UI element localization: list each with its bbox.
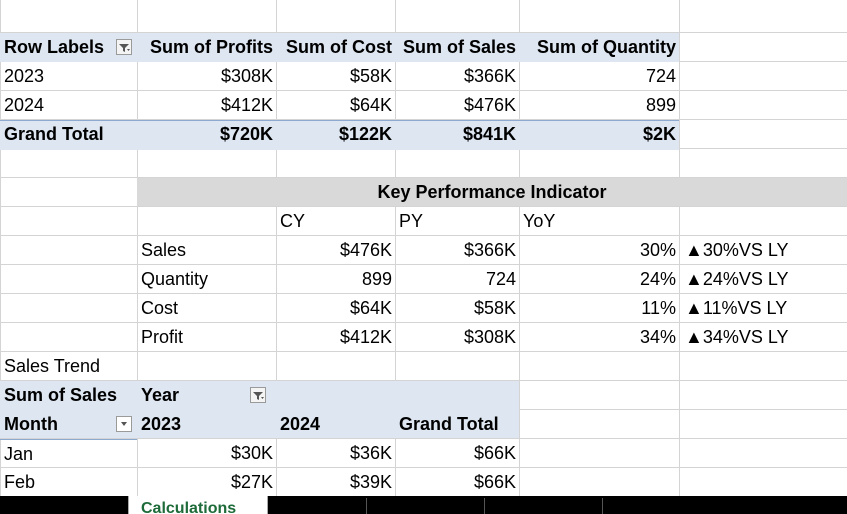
pivot1-cell[interactable]: $476K [463,95,516,115]
kpi-py-value[interactable]: $58K [473,298,516,318]
pivot1-row-label[interactable]: 2024 [4,95,45,115]
kpi-vs-ly[interactable]: ▲34%VS LY [685,327,789,347]
tab-separator [484,498,485,514]
filter-dropdown-icon[interactable] [116,39,132,55]
kpi-cy-value[interactable]: $64K [349,298,392,318]
trend-cell[interactable]: $39K [349,472,392,492]
pivot1-cell[interactable]: $366K [463,66,516,86]
kpi-vs-ly[interactable]: ▲11%VS LY [685,298,788,318]
sales-trend-label[interactable]: Sales Trend [4,356,101,376]
pivot1-cell[interactable]: $308K [220,66,273,86]
kpi-col-yoy[interactable]: YoY [523,211,556,231]
kpi-row-label[interactable]: Sales [141,240,187,260]
trend-row-month[interactable]: Jan [0,439,137,467]
kpi-py-value[interactable]: $308K [463,327,516,347]
kpi-yoy-value[interactable]: 11% [641,298,676,318]
trend-row-month[interactable]: Feb [4,472,36,492]
kpi-col-cy[interactable]: CY [280,211,306,231]
tab-calculations[interactable]: Calculations [128,496,268,514]
kpi-row-label[interactable]: Profit [141,327,184,347]
pivot1-header-quantity[interactable]: Sum of Quantity [537,37,676,57]
pivot1-cell[interactable]: 899 [645,95,676,115]
pivot1-cell[interactable]: $64K [349,95,392,115]
trend-col-2023[interactable]: 2023 [141,414,182,434]
pivot1-header-cost[interactable]: Sum of Cost [286,37,392,57]
kpi-row-label[interactable]: Quantity [141,269,209,289]
trend-cell[interactable]: $30K [230,443,273,463]
trend-cell[interactable]: $66K [473,472,516,492]
kpi-cy-value[interactable]: $412K [339,327,392,347]
pivot1-cell[interactable]: $412K [220,95,273,115]
trend-cell[interactable]: $27K [230,472,273,492]
tab-separator [366,498,367,514]
tab-separator [602,498,603,514]
kpi-row-label[interactable]: Cost [141,298,179,318]
kpi-cy-value[interactable]: $476K [339,240,392,260]
kpi-vs-ly[interactable]: ▲30%VS LY [685,240,789,260]
kpi-yoy-value[interactable]: 34% [639,327,676,347]
kpi-title-bar [137,178,847,206]
pivot1-header-sales[interactable]: Sum of Sales [402,37,516,57]
pivot1-total-row [0,120,679,150]
trend-header-measure[interactable]: Sum of Sales [4,385,118,405]
kpi-title[interactable]: Key Performance Indicator [377,182,607,202]
pivot1-total-cell[interactable]: $841K [462,124,516,144]
kpi-col-py[interactable]: PY [399,211,424,231]
pivot1-total-cell[interactable]: $720K [219,124,273,144]
pivot1-header-profits[interactable]: Sum of Profits [149,37,273,57]
kpi-cy-value[interactable]: 899 [361,269,392,289]
kpi-yoy-value[interactable]: 24% [639,269,676,289]
kpi-py-value[interactable]: $366K [463,240,516,260]
kpi-yoy-value[interactable]: 30% [639,240,676,260]
pivot1-cell[interactable]: $58K [349,66,392,86]
trend-col-2024[interactable]: 2024 [280,414,321,434]
filter-dropdown-icon[interactable] [250,387,266,403]
trend-header-month[interactable]: Month [4,414,58,434]
trend-header-year[interactable]: Year [141,385,180,405]
pivot1-total-cell[interactable]: $2K [642,124,676,144]
trend-cell[interactable]: $66K [473,443,516,463]
trend-cell[interactable]: $36K [349,443,392,463]
pivot1-header-row [0,33,679,62]
pivot1-cell[interactable]: 724 [645,66,676,86]
pivot1-header-row-labels[interactable]: Row Labels [4,37,105,57]
trend-col-grand-total[interactable]: Grand Total [399,414,499,434]
chevron-down-icon[interactable] [116,416,132,432]
kpi-py-value[interactable]: 724 [485,269,516,289]
pivot1-total-cell[interactable]: $122K [338,124,392,144]
pivot1-row-label[interactable]: 2023 [4,66,45,86]
kpi-vs-ly[interactable]: ▲24%VS LY [685,269,789,289]
pivot1-grand-total-label[interactable]: Grand Total [4,124,104,144]
